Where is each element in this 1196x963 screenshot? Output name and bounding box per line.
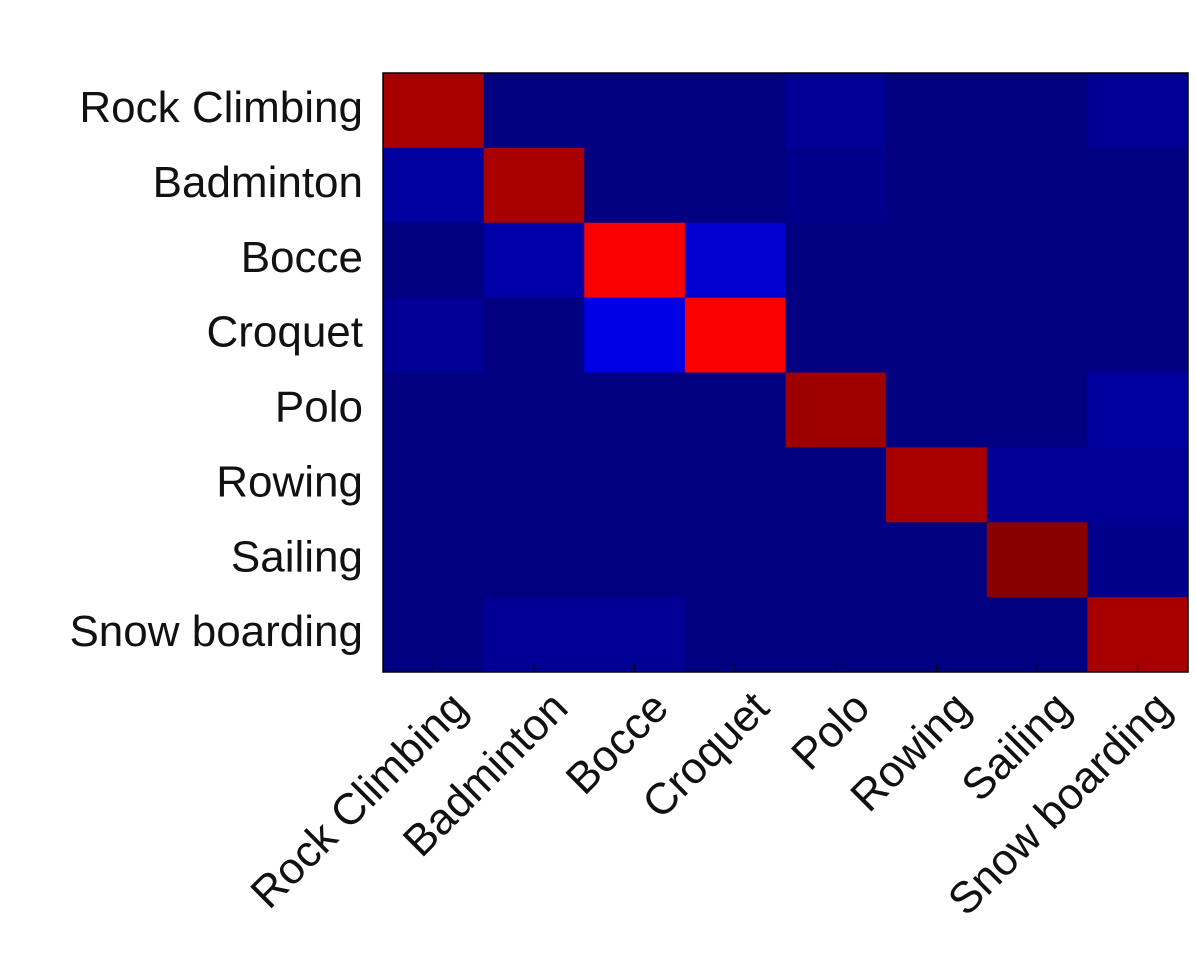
heatmap-cell bbox=[483, 222, 585, 299]
heatmap-cell bbox=[383, 597, 485, 673]
heatmap-cell bbox=[584, 372, 686, 448]
heatmap-cell bbox=[1087, 372, 1189, 448]
heatmap-cell bbox=[584, 522, 686, 598]
heatmap-cell bbox=[584, 73, 686, 149]
heatmap-cell bbox=[684, 372, 786, 448]
heatmap-cell bbox=[986, 222, 1088, 299]
heatmap-cell bbox=[986, 597, 1088, 673]
heatmap-cell bbox=[785, 297, 887, 373]
y-tick-label: Badminton bbox=[153, 158, 363, 207]
heatmap-cell bbox=[785, 147, 887, 224]
heatmap-cell bbox=[986, 147, 1088, 224]
heatmap-cell bbox=[383, 222, 485, 299]
heatmap-cell bbox=[483, 297, 585, 373]
heatmap-cell bbox=[986, 372, 1088, 448]
heatmap-cell bbox=[584, 147, 686, 224]
heatmap-cell bbox=[483, 597, 585, 673]
heatmap-cell bbox=[785, 222, 887, 299]
heatmap-cell bbox=[1087, 147, 1189, 224]
heatmap-cell bbox=[383, 522, 485, 598]
heatmap-cell bbox=[1087, 447, 1189, 523]
heatmap-cell bbox=[584, 297, 686, 373]
heatmap-cell bbox=[483, 147, 585, 224]
y-tick-label: Bocce bbox=[241, 233, 363, 282]
heatmap-cell bbox=[584, 447, 686, 523]
heatmap-cell bbox=[383, 372, 485, 448]
y-tick-label: Snow boarding bbox=[69, 607, 363, 656]
heatmap-cell bbox=[785, 73, 887, 149]
heatmap-cell bbox=[684, 522, 786, 598]
heatmap-cell bbox=[1087, 297, 1189, 373]
heatmap-cell bbox=[584, 597, 686, 673]
heatmap-cell bbox=[886, 522, 988, 598]
heatmap-cell bbox=[684, 222, 786, 299]
heatmap-cell bbox=[886, 73, 988, 149]
heatmap-cell bbox=[1087, 73, 1189, 149]
heatmap-cell bbox=[1087, 522, 1189, 598]
y-tick-label: Rock Climbing bbox=[79, 83, 363, 132]
heatmap-cell bbox=[986, 73, 1088, 149]
y-tick-label: Rowing bbox=[216, 457, 363, 506]
plot-frame bbox=[382, 72, 1189, 673]
heatmap-cell bbox=[684, 73, 786, 149]
heatmap-cell bbox=[785, 522, 887, 598]
heatmap-cell bbox=[584, 222, 686, 299]
heatmap-cell bbox=[1087, 597, 1189, 673]
heatmap-cell bbox=[886, 222, 988, 299]
heatmap-cell bbox=[1087, 222, 1189, 299]
heatmap-cell bbox=[886, 372, 988, 448]
heatmap-cell bbox=[483, 372, 585, 448]
heatmap-cell bbox=[785, 372, 887, 448]
y-tick-label: Sailing bbox=[231, 532, 363, 581]
heatmap-cell bbox=[886, 447, 988, 523]
heatmap-cell bbox=[886, 147, 988, 224]
heatmap-cell bbox=[483, 73, 585, 149]
heatmap-cell bbox=[886, 597, 988, 673]
heatmap-cell bbox=[986, 522, 1088, 598]
heatmap-cell bbox=[684, 147, 786, 224]
heatmap-cell bbox=[986, 447, 1088, 523]
heatmap-cell bbox=[785, 447, 887, 523]
heatmap-cell bbox=[383, 297, 485, 373]
heatmap-cell bbox=[785, 597, 887, 673]
heatmap-cell bbox=[986, 297, 1088, 373]
heatmap-cell bbox=[684, 297, 786, 373]
heatmap-cell bbox=[684, 447, 786, 523]
y-tick-label: Croquet bbox=[206, 308, 363, 357]
y-tick-label: Polo bbox=[275, 383, 363, 432]
heatmap-cell bbox=[483, 522, 585, 598]
heatmap-cell bbox=[383, 73, 485, 149]
heatmap-cell bbox=[383, 147, 485, 224]
heatmap-cell bbox=[483, 447, 585, 523]
heatmap-cell bbox=[383, 447, 485, 523]
heatmap-cell bbox=[684, 597, 786, 673]
heatmap-cell bbox=[886, 297, 988, 373]
